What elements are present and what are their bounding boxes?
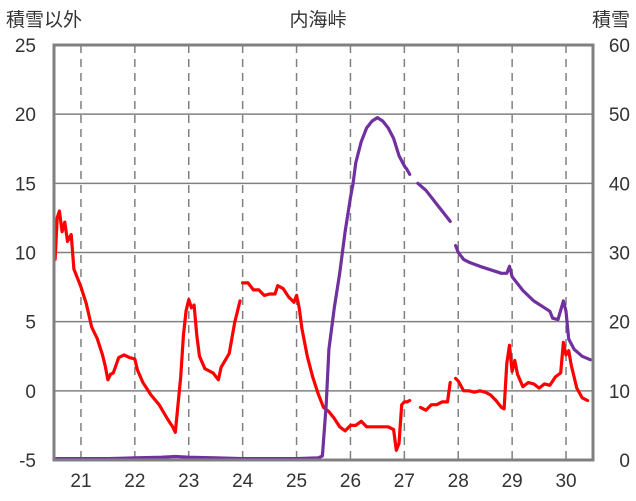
y-left-tick-label: 15: [15, 174, 36, 195]
series-left-line-segment: [241, 281, 412, 452]
x-tick-label: 28: [448, 471, 469, 492]
series-layer: [52, 116, 592, 461]
y-left-tick-label: 10: [15, 244, 36, 265]
series-right-line-segment: [416, 181, 452, 223]
series-left-line-segment: [418, 380, 452, 412]
y-axis-right-label: 積雪: [592, 9, 630, 31]
x-tick-label: 25: [286, 471, 307, 492]
y-left-tick-label: 0: [25, 382, 36, 403]
series-left-line-segment: [53, 209, 242, 434]
y-right-tick-label: 60: [609, 36, 630, 57]
x-tick-label: 26: [340, 471, 361, 492]
y-right-tick-label: 0: [619, 451, 630, 472]
y-left-tick-label: 25: [15, 36, 36, 57]
x-tick-label: 24: [232, 471, 254, 492]
y-left-tick-label: 20: [15, 105, 36, 126]
x-tick-label: 21: [70, 471, 91, 492]
y-axis-left-label: 積雪以外: [6, 9, 82, 31]
chart-title: 内海峠: [289, 9, 346, 31]
series-left-line-segment: [454, 340, 590, 411]
y-right-tick-label: 10: [609, 382, 630, 403]
y-right-tick-label: 40: [609, 174, 630, 195]
series-right-line-segment: [454, 244, 592, 362]
x-tick-label: 27: [394, 471, 415, 492]
x-tick-label: 23: [178, 471, 199, 492]
series-right-line-segment: [52, 116, 412, 461]
y-left-tick-label: 5: [25, 313, 36, 334]
y-right-tick-label: 50: [609, 105, 630, 126]
grid-layer: [54, 44, 593, 461]
x-tick-label: 30: [555, 471, 576, 492]
y-right-tick-label: 30: [609, 244, 630, 265]
plot-frame: [52, 43, 595, 462]
x-tick-label: 22: [124, 471, 145, 492]
y-right-tick-label: 20: [609, 313, 630, 334]
y-left-tick-label: -5: [19, 451, 36, 472]
x-tick-label: 29: [502, 471, 523, 492]
